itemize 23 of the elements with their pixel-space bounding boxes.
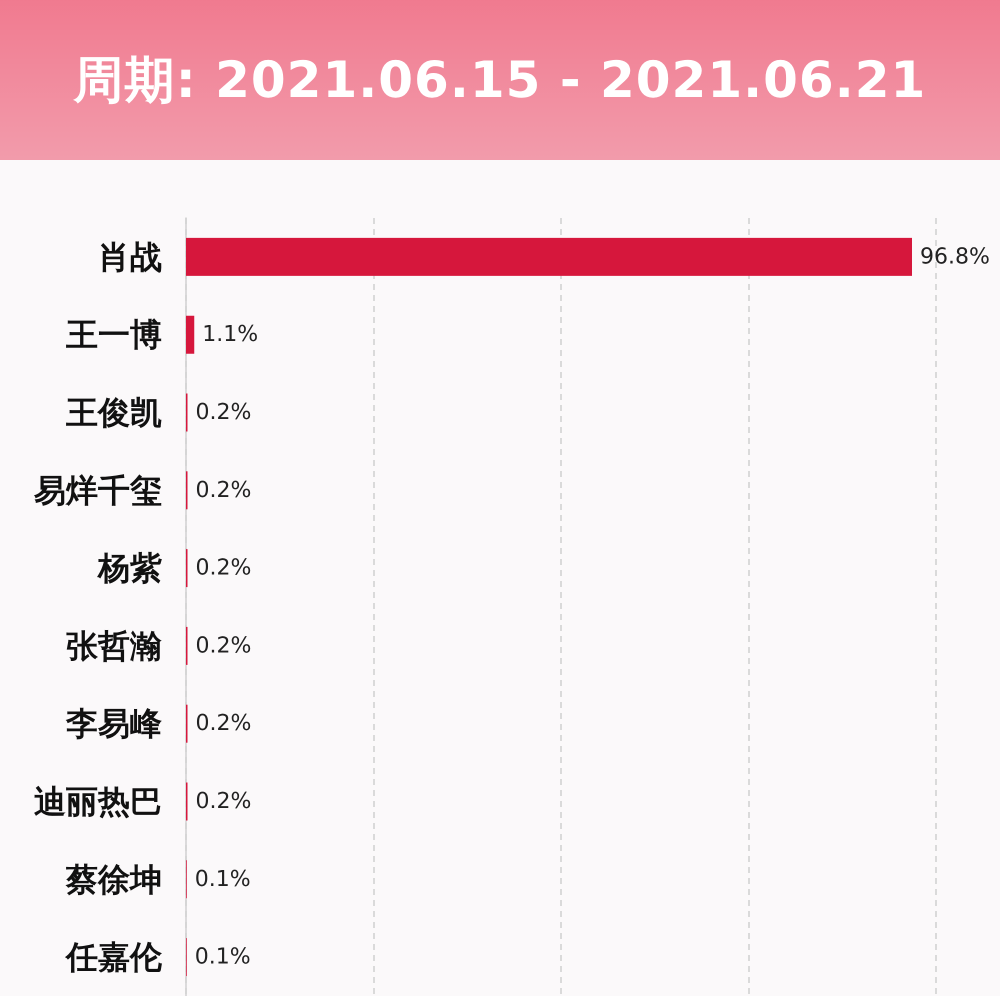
bar <box>186 316 194 354</box>
data-label: 0.2% <box>196 711 252 736</box>
data-label: 1.1% <box>202 322 258 348</box>
data-label: 0.2% <box>196 556 252 581</box>
data-label: 96.8% <box>920 244 990 270</box>
y-tick-label: 杨紫 <box>96 549 162 588</box>
y-tick-label: 蔡徐坤 <box>65 860 162 898</box>
y-tick-label: 王一博 <box>65 316 162 354</box>
y-tick-label: 李易峰 <box>65 704 162 743</box>
data-label: 0.2% <box>196 633 252 658</box>
y-tick-label: 迪丽热巴 <box>34 782 162 820</box>
bar <box>186 238 912 276</box>
data-label: 0.2% <box>196 400 252 425</box>
data-label: 0.1% <box>194 944 251 970</box>
data-label: 0.1% <box>194 866 251 892</box>
y-tick-label: 张哲瀚 <box>66 626 162 665</box>
y-tick-label: 王俊凯 <box>65 394 162 432</box>
y-tick-label: 任嘉伦 <box>64 938 163 976</box>
chart-title: 周期: 2021.06.15 - 2021.06.21 <box>0 0 1000 160</box>
data-label: 0.2% <box>196 789 252 814</box>
y-tick-label: 易烊千玺 <box>33 471 162 510</box>
data-label: 0.2% <box>196 478 252 503</box>
y-tick-label: 肖战 <box>98 238 162 276</box>
